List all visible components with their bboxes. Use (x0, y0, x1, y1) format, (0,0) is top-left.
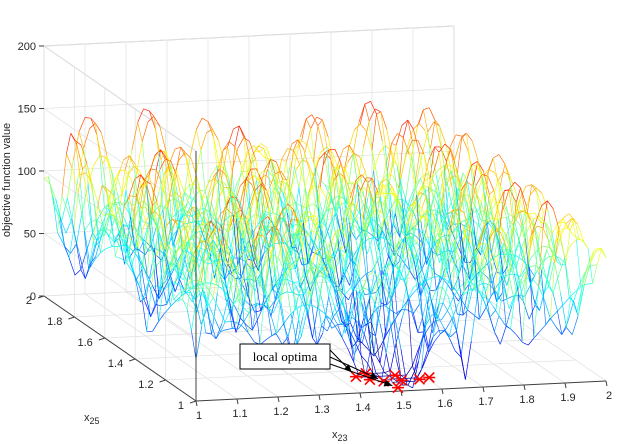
y-tick-label-4: 1.8 (47, 316, 62, 328)
x-tick-label-4: 1.4 (355, 402, 370, 414)
annotation-text: local optima (253, 349, 318, 364)
y-tick-label-3: 1.6 (78, 337, 93, 349)
x-axis-label-sub: 23 (338, 433, 348, 443)
x-grid-floor-1 (84, 293, 238, 400)
y-grid-floor-1 (165, 359, 576, 381)
x-tick-label-10: 2 (606, 390, 612, 402)
local-optimum-marker-3 (395, 374, 408, 386)
y-grid-floor-3 (104, 317, 515, 339)
annotation-arrows (329, 349, 393, 387)
z-tick-label-4: 200 (18, 41, 36, 53)
x-tick-label-2: 1.2 (273, 406, 288, 418)
annotation-box (239, 343, 331, 370)
x-grid-floor-8 (371, 279, 525, 386)
z-tick-label-3: 150 (18, 104, 36, 116)
y-axis-label: x25 (84, 412, 100, 426)
x-tick-label-1: 1.1 (232, 408, 247, 420)
x-tick-label-9: 1.9 (560, 392, 575, 404)
x-axis-label: x23 (332, 429, 348, 443)
y-tick-label-1: 1.2 (138, 379, 153, 391)
y-axis-line (43, 295, 197, 402)
x-tick-label-7: 1.7 (478, 396, 493, 408)
y-tick-label-5: 2 (26, 295, 32, 307)
z-grid-back-4 (43, 25, 455, 47)
x-axis-label-base: x (332, 429, 338, 441)
local-optimum-marker-7 (389, 369, 402, 381)
annotation: local optima (239, 343, 393, 387)
x-grid-floor-3 (166, 289, 320, 396)
annotation-arrow-2 (329, 363, 393, 387)
surface-mesh (43, 100, 607, 389)
local-optimum-marker-4 (413, 373, 426, 385)
axes-ticks: 1 1.1 1.2 1.3 1.4 1.5 1.6 1.7 1.8 1.9 2 1 1.2 1.4 1.6 1… (18, 41, 612, 422)
annotation-arrow-1 (329, 356, 379, 380)
y-tick-label-0: 1 (178, 400, 184, 412)
local-optimum-marker-0 (350, 371, 363, 383)
axes-grid (43, 25, 607, 402)
z-grid-side-4 (43, 45, 197, 152)
y-grid-floor-4 (74, 296, 485, 318)
z-tick-label-2: 100 (18, 166, 36, 178)
z-grid-back-2 (43, 150, 455, 172)
x-grid-floor-2 (125, 291, 279, 398)
z-grid-side-1 (43, 233, 197, 339)
x-tick-label-8: 1.8 (519, 394, 534, 406)
z-tick-label-0: 0 (30, 291, 36, 303)
x-grid-floor-9 (412, 277, 566, 384)
local-optimum-marker-5 (423, 371, 436, 384)
z-grid-back-3 (43, 88, 455, 109)
z-tick-label-1: 50 (24, 229, 36, 241)
x-tick-label-0: 1 (196, 410, 202, 422)
y-tick-label-2: 1.4 (108, 358, 123, 370)
x-tick-label-5: 1.5 (396, 400, 411, 412)
y-grid-floor-2 (135, 338, 546, 360)
x-tick-label-3: 1.3 (314, 404, 329, 416)
x-tick-label-6: 1.6 (437, 398, 452, 410)
y-axis-label-base: x (84, 412, 90, 424)
y-axis-label-sub: 25 (90, 416, 100, 426)
local-optimum-marker-8 (391, 382, 404, 394)
x-grid-floor-7 (330, 281, 484, 388)
x-grid-floor-10 (453, 275, 607, 382)
z-axis-label: objective function value (1, 123, 13, 237)
